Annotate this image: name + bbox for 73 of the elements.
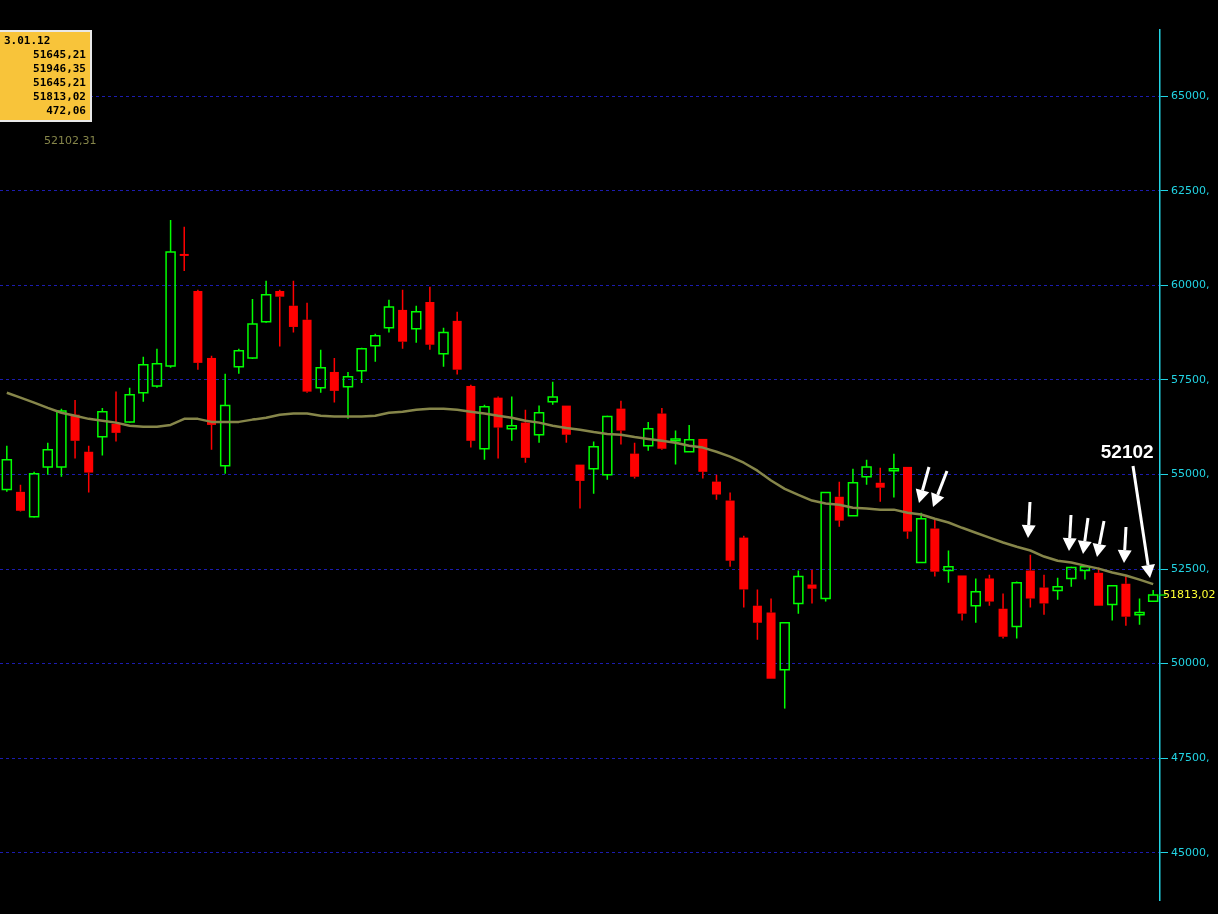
candlestick (888, 452, 900, 499)
candlestick (383, 298, 395, 334)
candlestick (219, 373, 231, 475)
candlestick (247, 298, 258, 359)
candlestick (233, 348, 245, 375)
annotation: 3.01.12 (4, 34, 52, 48)
y-tick-label: 55000, (1171, 467, 1210, 481)
annotation: 52102 (1100, 440, 1154, 462)
candlestick (533, 404, 545, 444)
candlestick (575, 464, 585, 510)
candlestick (547, 381, 558, 406)
annotation: 51946,35 (32, 62, 86, 76)
candlestick (766, 597, 776, 679)
y-tick-label: 52500, (1171, 561, 1210, 575)
candlestick (466, 385, 476, 449)
candlestick (97, 407, 108, 457)
candlestick (42, 441, 54, 476)
annotation: 51645,21 (32, 48, 86, 62)
y-tick-label: 50000, (1171, 656, 1210, 670)
candlestick (315, 348, 326, 394)
candlestick (70, 399, 80, 460)
candlestick (752, 588, 762, 641)
text: 51813,02 (1163, 587, 1216, 601)
candlestick (1052, 576, 1063, 601)
candlestick (683, 424, 695, 453)
candlestick (207, 354, 217, 451)
candlestick (957, 575, 967, 622)
candlestick (260, 280, 272, 323)
candlestick (670, 429, 681, 466)
y-tick-label: 57500, (1171, 372, 1210, 386)
candlestick (111, 390, 121, 443)
candlestick (698, 438, 708, 480)
candlestick (930, 519, 940, 578)
candlestick (1134, 597, 1145, 626)
candlestick (288, 280, 298, 334)
candlestick (1039, 573, 1049, 616)
candlestick (875, 466, 885, 503)
y-tick-label: 47500, (1171, 751, 1210, 765)
candlestick (616, 399, 626, 446)
candlestick (1079, 566, 1091, 581)
candlestick (779, 621, 790, 710)
y-tick-label: 65000, (1171, 89, 1210, 103)
y-tick-label: 60000, (1171, 278, 1210, 292)
y-tick-label: 45000, (1171, 845, 1210, 859)
candlestick (642, 421, 654, 452)
candlestick (998, 592, 1008, 640)
candlestick (179, 225, 189, 272)
annotation: 52102,31 (44, 134, 97, 147)
candlestick (943, 549, 954, 584)
candlestick (725, 491, 735, 568)
candlestick (398, 289, 408, 350)
candlestick (425, 286, 435, 351)
candlestick (1121, 574, 1131, 627)
y-tick-label: 62500, (1171, 183, 1210, 197)
candlestick (1, 444, 13, 493)
candlestick (1106, 584, 1118, 622)
candlestick (410, 305, 422, 344)
candlestick (493, 397, 503, 460)
candlestick (329, 357, 339, 404)
candlestick (452, 311, 462, 376)
candlestick (506, 395, 518, 442)
annotation: 51645,21 (32, 76, 86, 90)
candlestick (165, 219, 176, 369)
candlestick (807, 569, 817, 605)
candlestick (970, 577, 982, 624)
annotation: 51813,02 (32, 90, 86, 104)
candlestick (1025, 553, 1035, 609)
candlestick (588, 440, 599, 495)
candlestick (84, 444, 94, 494)
candlestick (151, 348, 163, 389)
candlestick (739, 534, 749, 609)
annotation: 472,06 (45, 104, 86, 118)
candlestick (847, 468, 859, 517)
